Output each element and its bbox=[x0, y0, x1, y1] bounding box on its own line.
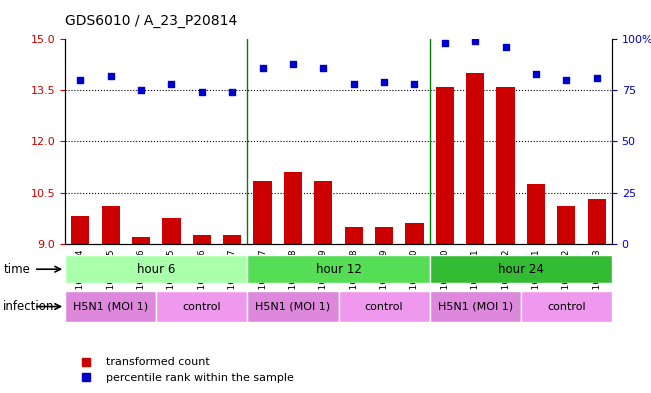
Text: hour 12: hour 12 bbox=[316, 263, 361, 276]
Point bbox=[257, 65, 268, 71]
Bar bbox=[102, 206, 120, 244]
Bar bbox=[436, 87, 454, 244]
Bar bbox=[253, 181, 271, 244]
FancyBboxPatch shape bbox=[430, 291, 521, 322]
Bar bbox=[344, 227, 363, 244]
Point bbox=[136, 87, 146, 94]
Point bbox=[561, 77, 572, 83]
FancyBboxPatch shape bbox=[339, 291, 430, 322]
Text: infection: infection bbox=[3, 300, 55, 313]
Bar bbox=[466, 73, 484, 244]
Text: control: control bbox=[365, 301, 404, 312]
Point bbox=[531, 71, 541, 77]
Bar bbox=[132, 237, 150, 244]
Point bbox=[166, 81, 176, 87]
Bar bbox=[406, 223, 424, 244]
Bar bbox=[71, 217, 89, 244]
Point bbox=[318, 65, 329, 71]
Text: H5N1 (MOI 1): H5N1 (MOI 1) bbox=[73, 301, 148, 312]
Bar bbox=[588, 199, 606, 244]
FancyBboxPatch shape bbox=[156, 291, 247, 322]
Text: H5N1 (MOI 1): H5N1 (MOI 1) bbox=[437, 301, 513, 312]
FancyBboxPatch shape bbox=[521, 291, 612, 322]
Bar bbox=[314, 181, 333, 244]
Bar bbox=[527, 184, 545, 244]
Text: time: time bbox=[3, 263, 30, 276]
Bar bbox=[284, 172, 302, 244]
FancyBboxPatch shape bbox=[247, 291, 339, 322]
Text: H5N1 (MOI 1): H5N1 (MOI 1) bbox=[255, 301, 331, 312]
Bar bbox=[162, 218, 180, 244]
Point bbox=[439, 40, 450, 46]
Bar bbox=[223, 235, 242, 244]
Point bbox=[75, 77, 85, 83]
Legend: transformed count, percentile rank within the sample: transformed count, percentile rank withi… bbox=[71, 353, 299, 387]
Point bbox=[197, 89, 207, 95]
Bar bbox=[557, 206, 575, 244]
Bar bbox=[193, 235, 211, 244]
Point bbox=[288, 61, 298, 67]
Text: control: control bbox=[547, 301, 586, 312]
FancyBboxPatch shape bbox=[430, 255, 612, 283]
FancyBboxPatch shape bbox=[247, 255, 430, 283]
FancyBboxPatch shape bbox=[65, 255, 247, 283]
Point bbox=[470, 38, 480, 44]
Text: GDS6010 / A_23_P20814: GDS6010 / A_23_P20814 bbox=[65, 14, 238, 28]
Text: control: control bbox=[182, 301, 221, 312]
FancyBboxPatch shape bbox=[65, 291, 156, 322]
Point bbox=[348, 81, 359, 87]
Point bbox=[379, 79, 389, 85]
Point bbox=[105, 73, 116, 79]
Bar bbox=[497, 87, 515, 244]
Point bbox=[227, 89, 238, 95]
Text: hour 6: hour 6 bbox=[137, 263, 175, 276]
Bar bbox=[375, 227, 393, 244]
Point bbox=[409, 81, 420, 87]
Point bbox=[592, 75, 602, 81]
Point bbox=[501, 44, 511, 51]
Text: hour 24: hour 24 bbox=[498, 263, 544, 276]
